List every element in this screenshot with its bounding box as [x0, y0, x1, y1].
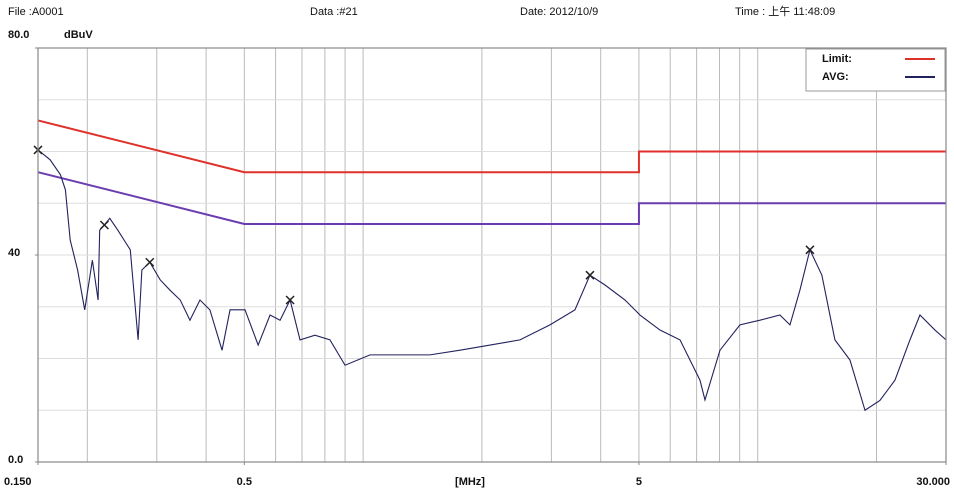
y-axis-unit: dBuV: [64, 29, 93, 41]
peak-marker: [99, 220, 109, 230]
legend-label: Limit:: [822, 53, 852, 65]
y-tick-label: 0.0: [8, 454, 23, 466]
series-line: [37, 119, 946, 174]
legend-box: [805, 48, 946, 92]
plot-border: [37, 47, 947, 463]
time-label: Time : 上午 11:48:09: [735, 5, 835, 18]
peak-marker: [145, 257, 155, 267]
peak-marker: [805, 245, 815, 255]
x-axis-label: [MHz]: [455, 476, 485, 488]
x-tick-label: 0.150: [4, 476, 32, 488]
file-label: File :A0001: [8, 6, 64, 18]
peak-marker: [585, 270, 595, 280]
y-tick-label: 80.0: [8, 29, 29, 41]
date-label: Date: 2012/10/9: [520, 6, 598, 18]
peak-marker: [285, 295, 295, 305]
x-tick-label: 5: [636, 476, 642, 488]
legend-label: AVG:: [822, 71, 849, 83]
x-tick-label: 30.000: [916, 476, 950, 488]
data-label: Data :#21: [310, 6, 358, 18]
series-line: [37, 171, 946, 225]
y-tick-label: 40: [8, 247, 20, 259]
x-tick-label: 0.5: [237, 476, 252, 488]
series-line: [37, 149, 947, 412]
